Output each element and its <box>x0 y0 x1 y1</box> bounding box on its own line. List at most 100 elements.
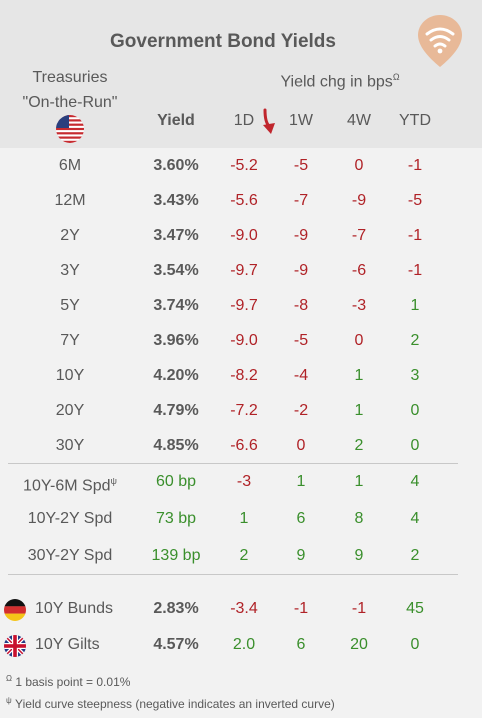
col-1d-header: 1D <box>233 112 255 129</box>
change-4w: 1 <box>354 473 364 490</box>
row-label: 6M <box>58 157 82 174</box>
footnote: Ω 1 basis point = 0.01% <box>6 674 131 689</box>
change-1w: -8 <box>293 297 309 314</box>
yield-value: 4.85% <box>153 437 199 454</box>
change-1d: -9.7 <box>230 262 258 279</box>
change-4w: 0 <box>354 157 364 174</box>
change-1d: -9.7 <box>230 297 258 314</box>
change-1w: 1 <box>296 473 306 490</box>
spread-row: 10Y-6M Spdψ 60 bp -3 1 1 4 <box>0 464 482 499</box>
spread-value: 139 bp <box>151 547 201 564</box>
change-ytd: 4 <box>410 510 420 527</box>
treasury-row: 6M 3.60% -5.2 -5 0 -1 <box>0 148 482 183</box>
change-ytd: 45 <box>406 600 424 617</box>
change-1w: -9 <box>293 262 309 279</box>
spread-row: 30Y-2Y Spd 139 bp 2 9 9 2 <box>0 538 482 573</box>
germany-flag-icon <box>4 599 26 621</box>
treasury-row: 7Y 3.96% -9.0 -5 0 2 <box>0 323 482 358</box>
change-1w: -2 <box>293 402 309 419</box>
yield-value: 3.43% <box>153 192 199 209</box>
row-label: 30Y <box>55 437 85 454</box>
treasury-row: 20Y 4.79% -7.2 -2 1 0 <box>0 393 482 428</box>
change-1d: 2 <box>239 547 249 564</box>
row-label: 10Y Gilts <box>35 636 100 653</box>
footnote: ψ Yield curve steepness (negative indica… <box>6 696 335 711</box>
change-4w: 2 <box>354 437 364 454</box>
row-label: 5Y <box>60 297 80 314</box>
change-4w: 8 <box>354 510 364 527</box>
change-4w: 0 <box>354 332 364 349</box>
change-4w: 20 <box>350 636 368 653</box>
treasury-row: 5Y 3.74% -9.7 -8 -3 1 <box>0 288 482 323</box>
change-ytd: 3 <box>410 367 420 384</box>
row-label: 7Y <box>60 332 80 349</box>
page-title: Government Bond Yields <box>110 31 336 52</box>
change-4w: -1 <box>351 600 367 617</box>
spread-row: 10Y-2Y Spd 73 bp 1 6 8 4 <box>0 501 482 536</box>
change-1d: -6.6 <box>230 437 258 454</box>
change-4w: -9 <box>351 192 367 209</box>
table-header: Government Bond Yields Treasuries "On-th… <box>0 0 482 148</box>
change-1w: -1 <box>293 600 309 617</box>
international-row: 10Y Bunds 2.83% -3.4 -1 -1 45 <box>0 591 482 626</box>
yield-value: 3.60% <box>153 157 199 174</box>
change-1w: -5 <box>293 157 309 174</box>
sort-down-arrow-icon[interactable] <box>259 108 277 136</box>
international-row: 10Y Gilts 4.57% 2.0 6 20 0 <box>0 627 482 662</box>
col-1w-header: 1W <box>289 112 313 129</box>
change-1d: -9.0 <box>230 332 258 349</box>
divider <box>8 574 458 575</box>
yield-value: 4.57% <box>153 636 199 653</box>
change-ytd: 2 <box>410 332 420 349</box>
change-ytd: -5 <box>407 192 423 209</box>
change-1d: -5.2 <box>230 157 258 174</box>
change-ytd: 1 <box>410 297 420 314</box>
change-1w: -4 <box>293 367 309 384</box>
change-1w: 6 <box>296 510 306 527</box>
yield-value: 3.47% <box>153 227 199 244</box>
change-4w: 9 <box>354 547 364 564</box>
yield-change-header: Yield chg in bpsΩ <box>280 72 400 91</box>
wifi-logo-icon <box>418 15 462 67</box>
change-4w: 1 <box>354 402 364 419</box>
yield-value: 3.54% <box>153 262 199 279</box>
col-4w-header: 4W <box>347 112 371 129</box>
change-1d: -8.2 <box>230 367 258 384</box>
row-label: 10Y-6M Spdψ <box>23 476 117 495</box>
change-4w: -6 <box>351 262 367 279</box>
change-1w: -9 <box>293 227 309 244</box>
change-1w: 0 <box>296 437 306 454</box>
row-label: 2Y <box>60 227 80 244</box>
change-ytd: -1 <box>407 262 423 279</box>
change-1d: -9.0 <box>230 227 258 244</box>
treasuries-label: Treasuries <box>32 69 108 86</box>
change-1d: -5.6 <box>230 192 258 209</box>
change-1d: -3.4 <box>230 600 258 617</box>
yield-value: 4.79% <box>153 402 199 419</box>
change-ytd: -1 <box>407 227 423 244</box>
change-1w: -7 <box>293 192 309 209</box>
yield-value: 3.74% <box>153 297 199 314</box>
row-label: 10Y-2Y Spd <box>27 510 113 527</box>
change-1w: 6 <box>296 636 306 653</box>
change-ytd: 2 <box>410 547 420 564</box>
change-4w: -3 <box>351 297 367 314</box>
change-ytd: 4 <box>410 473 420 490</box>
col-yield-header: Yield <box>157 112 195 129</box>
col-ytd-header: YTD <box>399 112 431 129</box>
change-4w: -7 <box>351 227 367 244</box>
change-1w: 9 <box>296 547 306 564</box>
row-label: 10Y <box>55 367 85 384</box>
change-1d: 2.0 <box>232 636 256 653</box>
change-1w: -5 <box>293 332 309 349</box>
treasury-row: 3Y 3.54% -9.7 -9 -6 -1 <box>0 253 482 288</box>
row-label: 10Y Bunds <box>35 600 113 617</box>
treasury-row: 30Y 4.85% -6.6 0 2 0 <box>0 428 482 463</box>
yield-value: 2.83% <box>153 600 199 617</box>
yield-value: 3.96% <box>153 332 199 349</box>
on-the-run-label: "On-the-Run" <box>22 94 118 111</box>
change-ytd: 0 <box>410 437 420 454</box>
change-ytd: -1 <box>407 157 423 174</box>
spread-value: 73 bp <box>155 510 197 527</box>
spread-value: 60 bp <box>155 473 197 490</box>
